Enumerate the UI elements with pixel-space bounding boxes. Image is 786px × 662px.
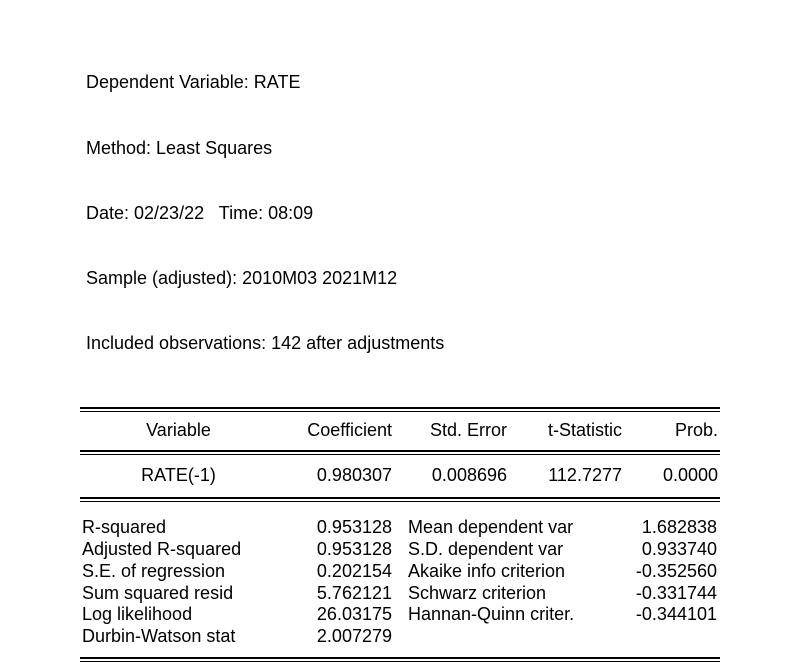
stat-value: -0.344101 — [635, 604, 717, 625]
stats-row: Sum squared resid 5.762121 Schwarz crite… — [80, 583, 720, 605]
col-header-prob: Prob. — [674, 420, 718, 441]
stats-row: Durbin-Watson stat 2.007279 — [80, 626, 720, 648]
stat-value: 2.007279 — [316, 625, 392, 646]
dependent-variable-line: Dependent Variable: RATE — [86, 72, 301, 93]
col-header-variable: Variable — [146, 420, 211, 441]
stat-value: 0.202154 — [316, 560, 392, 581]
stat-label: Schwarz criterion — [408, 582, 547, 603]
stat-value — [604, 626, 720, 648]
stats-row: Adjusted R-squared 0.953128 S.D. depende… — [80, 539, 720, 561]
stat-label: Log likelihood — [82, 604, 193, 625]
regression-output: Dependent Variable: RATE Method: Least S… — [80, 0, 720, 662]
sample-line: Sample (adjusted): 2010M03 2021M12 — [86, 267, 398, 288]
observations-line: Included observations: 142 after adjustm… — [86, 332, 445, 353]
stat-value: 26.03175 — [316, 604, 392, 625]
stat-label: Durbin-Watson stat — [82, 625, 236, 646]
stat-label: Adjusted R-squared — [82, 539, 242, 560]
coef-t-statistic: 112.7277 — [548, 465, 622, 486]
stat-value: -0.352560 — [635, 560, 717, 581]
stat-value: 0.953128 — [316, 517, 392, 538]
coef-variable: RATE(-1) — [141, 465, 216, 486]
method-line: Method: Least Squares — [86, 137, 273, 158]
coef-std-error: 0.008696 — [431, 465, 507, 486]
rule-below-header — [80, 406, 720, 412]
stat-value: 0.933740 — [641, 539, 717, 560]
stats-row: Log likelihood 26.03175 Hannan-Quinn cri… — [80, 604, 720, 626]
coef-prob: 0.0000 — [662, 465, 718, 486]
stat-value: 5.762121 — [316, 582, 392, 603]
coef-coefficient: 0.980307 — [316, 465, 392, 486]
coefficients-header-row: Variable Coefficient Std. Error t-Statis… — [80, 412, 720, 450]
summary-statistics: R-squared 0.953128 Mean dependent var 1.… — [80, 502, 720, 657]
stats-row: S.E. of regression 0.202154 Akaike info … — [80, 561, 720, 583]
stat-label: Akaike info criterion — [408, 560, 566, 581]
date-time-line: Date: 02/23/22 Time: 08:09 — [86, 202, 314, 223]
coefficient-row: RATE(-1) 0.980307 0.008696 112.7277 0.00… — [80, 455, 720, 497]
equation-header: Dependent Variable: RATE Method: Least S… — [80, 29, 720, 398]
stat-value: 0.953128 — [316, 539, 392, 560]
stat-label: Hannan-Quinn criter. — [408, 604, 575, 625]
stat-label — [392, 626, 604, 648]
col-header-std-error: Std. Error — [429, 420, 507, 441]
stat-value: 1.682838 — [641, 517, 717, 538]
stats-row: R-squared 0.953128 Mean dependent var 1.… — [80, 517, 720, 539]
col-header-t-statistic: t-Statistic — [547, 420, 622, 441]
col-header-coefficient: Coefficient — [307, 420, 392, 441]
stat-value: -0.331744 — [635, 582, 717, 603]
stat-label: S.E. of regression — [82, 560, 226, 581]
stat-label: S.D. dependent var — [408, 539, 564, 560]
stat-label: Mean dependent var — [408, 517, 574, 538]
stat-label: Sum squared resid — [82, 582, 234, 603]
rule-bottom — [80, 656, 720, 662]
stat-label: R-squared — [82, 517, 167, 538]
